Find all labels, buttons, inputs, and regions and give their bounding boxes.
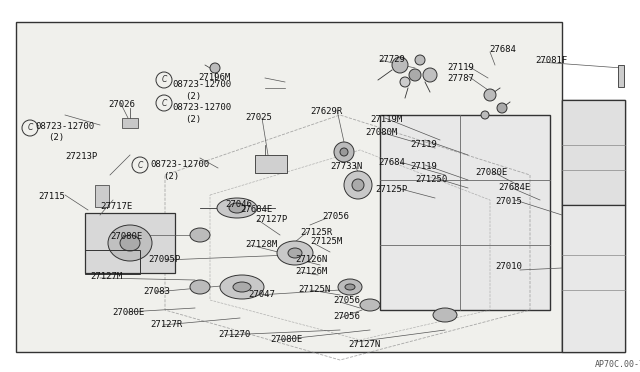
Text: 27056: 27056	[333, 312, 360, 321]
Ellipse shape	[360, 299, 380, 311]
Bar	[562, 205, 625, 352]
Circle shape	[344, 171, 372, 199]
Circle shape	[352, 179, 364, 191]
Text: 27080E: 27080E	[475, 168, 508, 177]
Text: (2): (2)	[163, 172, 179, 181]
Text: 27080E: 27080E	[270, 335, 302, 344]
Ellipse shape	[220, 275, 264, 299]
Text: 27684E: 27684E	[240, 205, 272, 214]
Ellipse shape	[229, 203, 245, 213]
Circle shape	[415, 55, 425, 65]
Text: 271250: 271250	[415, 175, 447, 184]
Text: (2): (2)	[185, 92, 201, 101]
Text: 27684: 27684	[378, 158, 405, 167]
Circle shape	[334, 142, 354, 162]
Bar	[16, 22, 562, 352]
Text: 27127P: 27127P	[255, 215, 287, 224]
Circle shape	[423, 68, 437, 82]
Text: C: C	[28, 124, 33, 132]
Bar	[85, 213, 175, 273]
Text: C: C	[161, 76, 166, 84]
Text: 27056: 27056	[333, 296, 360, 305]
Text: 27787: 27787	[447, 74, 474, 83]
Text: 27083: 27083	[143, 287, 170, 296]
Text: 27015: 27015	[495, 197, 522, 206]
Ellipse shape	[120, 235, 140, 251]
Text: 27119M: 27119M	[370, 115, 403, 124]
Text: 27119: 27119	[410, 140, 437, 149]
Text: 27733N: 27733N	[330, 162, 362, 171]
Text: 27119: 27119	[447, 63, 474, 72]
Ellipse shape	[288, 248, 302, 258]
Ellipse shape	[190, 280, 210, 294]
Text: 08723-12700: 08723-12700	[172, 103, 231, 112]
Bar	[618, 65, 624, 87]
Text: 27080E: 27080E	[110, 232, 142, 241]
Text: 27081F: 27081F	[535, 56, 567, 65]
Text: 27080E: 27080E	[112, 308, 144, 317]
Text: 27056: 27056	[322, 212, 349, 221]
Text: 27128M: 27128M	[245, 240, 277, 249]
Text: 27095P: 27095P	[148, 255, 180, 264]
Ellipse shape	[108, 225, 152, 261]
Text: C: C	[161, 99, 166, 108]
Text: 27684E: 27684E	[498, 183, 531, 192]
Circle shape	[392, 57, 408, 73]
Text: 27080M: 27080M	[365, 128, 397, 137]
Ellipse shape	[338, 279, 362, 295]
Text: 27127N: 27127N	[348, 340, 380, 349]
Bar	[85, 250, 140, 274]
Text: 27046: 27046	[225, 200, 252, 209]
Text: 27126M: 27126M	[295, 267, 327, 276]
Text: 27025: 27025	[245, 113, 272, 122]
Circle shape	[484, 89, 496, 101]
Text: 27127R: 27127R	[150, 320, 182, 329]
Text: 27629R: 27629R	[310, 107, 342, 116]
Text: 27125P: 27125P	[375, 185, 407, 194]
Bar	[255, 155, 287, 173]
Text: 27115: 27115	[38, 192, 65, 201]
Text: 27127M: 27127M	[90, 272, 122, 281]
Text: 27213P: 27213P	[65, 152, 97, 161]
Text: (2): (2)	[185, 115, 201, 124]
Circle shape	[400, 77, 410, 87]
Text: (2): (2)	[48, 133, 64, 142]
Text: 27125N: 27125N	[298, 285, 330, 294]
Circle shape	[210, 63, 220, 73]
Circle shape	[497, 103, 507, 113]
Ellipse shape	[433, 308, 457, 322]
Ellipse shape	[233, 282, 251, 292]
Text: 27729: 27729	[378, 55, 405, 64]
Bar	[95, 185, 109, 207]
Text: 08723-12700: 08723-12700	[150, 160, 209, 169]
Text: 27047: 27047	[248, 290, 275, 299]
Ellipse shape	[345, 284, 355, 290]
Ellipse shape	[190, 228, 210, 242]
Text: 27026: 27026	[108, 100, 135, 109]
Text: 271270: 271270	[218, 330, 250, 339]
Text: 27119: 27119	[410, 162, 437, 171]
Text: 27717E: 27717E	[100, 202, 132, 211]
Text: 08723-12700: 08723-12700	[35, 122, 94, 131]
Bar	[562, 100, 625, 205]
Text: 27125R: 27125R	[300, 228, 332, 237]
Text: 27010: 27010	[495, 262, 522, 271]
Bar	[122, 118, 138, 128]
Circle shape	[481, 111, 489, 119]
Text: 27126N: 27126N	[295, 255, 327, 264]
Ellipse shape	[217, 198, 257, 218]
Bar	[562, 100, 625, 205]
Text: 08723-12700: 08723-12700	[172, 80, 231, 89]
Ellipse shape	[277, 241, 313, 265]
Text: 27684: 27684	[489, 45, 516, 54]
Circle shape	[409, 69, 421, 81]
Bar	[380, 115, 550, 310]
Circle shape	[340, 148, 348, 156]
Text: C: C	[138, 160, 143, 170]
Text: 27125M: 27125M	[310, 237, 342, 246]
Text: 27196M: 27196M	[198, 73, 230, 82]
Bar	[562, 205, 625, 352]
Text: AP70C.00-7: AP70C.00-7	[595, 360, 640, 369]
